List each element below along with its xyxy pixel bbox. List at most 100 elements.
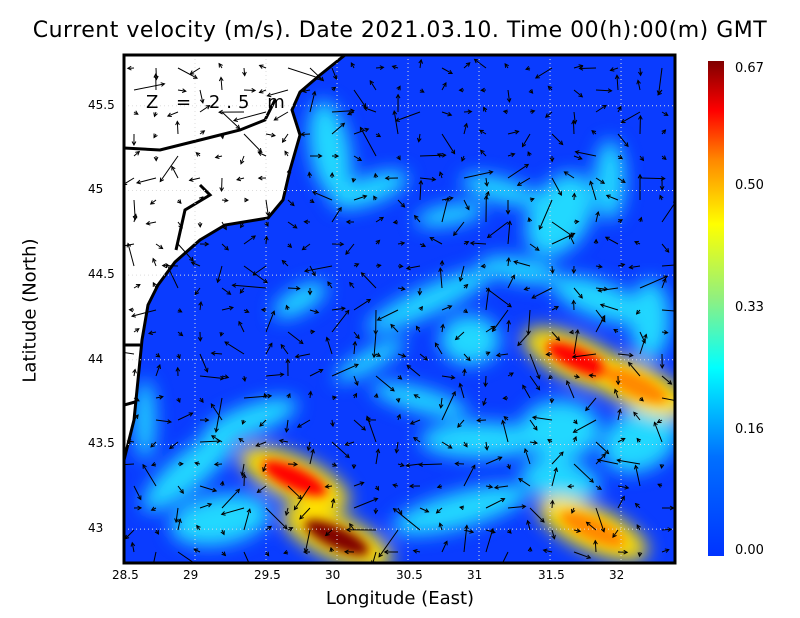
velocity-arrow <box>177 221 183 229</box>
velocity-arrow <box>406 364 421 377</box>
velocity-arrow <box>273 111 289 121</box>
velocity-arrow <box>197 221 203 228</box>
velocity-arrow <box>534 67 553 79</box>
velocity-arrow <box>265 199 271 217</box>
velocity-arrow <box>441 441 453 449</box>
velocity-arrow <box>375 65 385 70</box>
velocity-arrow <box>169 441 179 450</box>
velocity-arrow <box>376 309 399 321</box>
velocity-arrow <box>133 82 166 91</box>
velocity-arrow <box>573 328 580 355</box>
velocity-arrow <box>309 309 320 314</box>
velocity-arrow <box>309 368 324 377</box>
velocity-arrow <box>210 351 223 356</box>
velocity-arrow <box>395 397 401 404</box>
velocity-arrow <box>573 551 592 560</box>
velocity-arrow <box>331 462 338 467</box>
velocity-arrow <box>284 419 290 433</box>
velocity-arrow <box>605 194 619 201</box>
velocity-arrow <box>529 419 538 431</box>
velocity-arrow <box>199 485 218 493</box>
velocity-arrow <box>507 504 527 509</box>
velocity-arrow <box>363 106 377 113</box>
velocity-arrow <box>572 436 577 443</box>
velocity-arrow <box>573 463 594 483</box>
velocity-arrow <box>453 221 465 237</box>
velocity-arrow <box>613 388 619 399</box>
velocity-arrow <box>375 132 382 138</box>
velocity-arrow <box>210 435 223 443</box>
velocity-arrow <box>257 175 267 181</box>
velocity-arrow <box>287 199 295 207</box>
velocity-arrow <box>573 419 578 425</box>
velocity-arrow <box>529 440 539 445</box>
velocity-arrow <box>544 111 553 118</box>
velocity-arrow <box>175 366 181 377</box>
velocity-arrow <box>373 507 379 515</box>
velocity-arrow <box>585 521 597 531</box>
velocity-arrow <box>661 277 667 289</box>
velocity-arrow <box>264 551 270 557</box>
velocity-arrow <box>331 395 338 401</box>
velocity-arrow <box>260 307 267 313</box>
velocity-arrow <box>243 197 250 203</box>
velocity-arrow <box>327 281 333 289</box>
velocity-arrow <box>551 133 564 146</box>
velocity-arrow <box>595 314 606 333</box>
velocity-arrow <box>239 155 245 165</box>
velocity-arrow <box>152 257 157 267</box>
velocity-arrow <box>243 508 252 531</box>
velocity-arrow <box>353 497 379 509</box>
velocity-arrow <box>547 85 553 91</box>
velocity-arrow <box>476 417 487 423</box>
land-area <box>124 55 345 460</box>
velocity-arrow <box>306 441 312 452</box>
x-tick-label: 32 <box>609 568 625 582</box>
velocity-arrow <box>133 414 139 421</box>
velocity-arrow <box>221 488 241 509</box>
velocity-arrow <box>397 353 407 358</box>
velocity-arrow <box>265 342 273 355</box>
velocity-arrow <box>653 421 663 443</box>
velocity-arrow <box>506 463 511 470</box>
velocity-arrow <box>199 417 210 423</box>
velocity-arrow <box>463 529 475 534</box>
velocity-arrow <box>593 539 598 553</box>
velocity-arrow <box>219 480 225 487</box>
velocity-arrow <box>392 507 421 531</box>
velocity-arrow <box>436 153 443 158</box>
velocity-arrow <box>373 392 379 399</box>
velocity-arrow <box>574 150 597 157</box>
velocity-arrow <box>199 375 225 381</box>
velocity-arrow <box>165 263 179 289</box>
velocity-arrow <box>506 256 511 267</box>
velocity-arrow <box>220 507 245 516</box>
velocity-arrow <box>331 363 359 377</box>
velocity-arrow <box>593 238 599 245</box>
x-tick-label: 29 <box>183 568 199 582</box>
velocity-arrow <box>126 65 135 71</box>
velocity-arrow <box>397 199 406 208</box>
velocity-arrow <box>495 352 509 358</box>
velocity-arrow <box>124 350 135 355</box>
velocity-arrow <box>659 177 665 191</box>
speed-filament <box>170 493 270 547</box>
velocity-arrow <box>199 104 211 113</box>
velocity-arrow <box>429 237 443 245</box>
velocity-arrow <box>303 219 311 225</box>
velocity-arrow <box>527 151 532 157</box>
velocity-arrow <box>661 548 670 553</box>
velocity-arrow <box>353 127 370 135</box>
velocity-arrow <box>617 549 629 555</box>
velocity-arrow <box>616 458 641 465</box>
speed-filament <box>366 267 494 333</box>
velocity-arrow <box>150 506 157 511</box>
speed-filament <box>552 275 648 325</box>
velocity-arrow <box>485 498 506 509</box>
velocity-arrow <box>523 448 531 465</box>
velocity-arrow <box>485 325 496 333</box>
velocity-arrow <box>345 243 355 256</box>
velocity-arrow <box>657 483 663 488</box>
velocity-arrow <box>483 194 489 223</box>
velocity-arrow <box>545 351 553 357</box>
